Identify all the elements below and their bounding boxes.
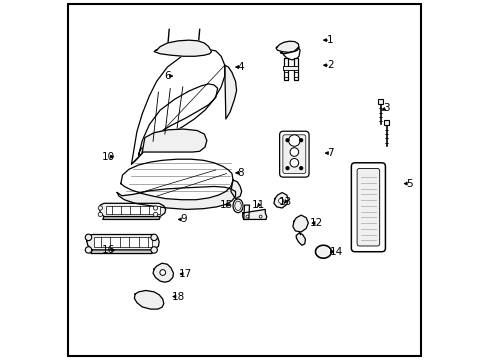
Text: 11: 11 <box>252 200 265 210</box>
FancyBboxPatch shape <box>383 120 388 125</box>
Circle shape <box>98 206 102 210</box>
FancyBboxPatch shape <box>378 99 383 104</box>
Text: 13: 13 <box>279 197 292 207</box>
Circle shape <box>299 167 302 170</box>
Text: 5: 5 <box>406 179 412 189</box>
Circle shape <box>289 158 298 167</box>
Polygon shape <box>134 291 163 309</box>
Ellipse shape <box>234 201 241 211</box>
FancyBboxPatch shape <box>284 58 287 80</box>
Polygon shape <box>153 263 173 282</box>
Polygon shape <box>296 233 305 245</box>
Text: 17: 17 <box>178 269 192 279</box>
FancyBboxPatch shape <box>94 237 152 247</box>
Polygon shape <box>154 40 211 56</box>
Polygon shape <box>99 203 165 217</box>
FancyBboxPatch shape <box>356 168 379 246</box>
Text: 2: 2 <box>326 60 333 70</box>
Polygon shape <box>117 186 235 210</box>
Polygon shape <box>242 210 266 220</box>
Circle shape <box>151 247 157 253</box>
Polygon shape <box>121 159 233 200</box>
Polygon shape <box>318 247 328 256</box>
Circle shape <box>288 135 300 146</box>
FancyBboxPatch shape <box>351 163 385 252</box>
Text: 8: 8 <box>237 168 244 178</box>
Text: 9: 9 <box>180 215 186 224</box>
Circle shape <box>160 270 165 275</box>
Polygon shape <box>91 250 153 253</box>
Circle shape <box>278 198 283 203</box>
Polygon shape <box>142 129 206 152</box>
Circle shape <box>245 215 248 218</box>
Polygon shape <box>244 205 249 220</box>
FancyBboxPatch shape <box>279 131 308 177</box>
Text: 3: 3 <box>382 103 388 113</box>
Circle shape <box>299 139 302 141</box>
Polygon shape <box>131 49 224 164</box>
Polygon shape <box>315 245 330 258</box>
Text: 7: 7 <box>326 148 333 158</box>
FancyBboxPatch shape <box>282 135 305 174</box>
Text: 4: 4 <box>237 62 244 72</box>
Text: 14: 14 <box>328 247 342 257</box>
Circle shape <box>153 212 158 217</box>
Text: 6: 6 <box>164 71 170 81</box>
Circle shape <box>285 167 288 170</box>
Text: 15: 15 <box>220 200 233 210</box>
Circle shape <box>289 148 298 156</box>
Text: 1: 1 <box>326 35 333 45</box>
Circle shape <box>259 215 262 218</box>
Circle shape <box>153 206 158 210</box>
Circle shape <box>151 234 157 240</box>
Polygon shape <box>86 234 159 250</box>
FancyBboxPatch shape <box>293 58 297 80</box>
Polygon shape <box>139 84 217 155</box>
Polygon shape <box>276 41 298 52</box>
Polygon shape <box>224 65 236 119</box>
Circle shape <box>85 247 92 253</box>
Circle shape <box>98 212 102 217</box>
Ellipse shape <box>233 199 243 213</box>
FancyBboxPatch shape <box>283 66 298 69</box>
Text: 18: 18 <box>171 292 184 302</box>
FancyBboxPatch shape <box>106 206 159 214</box>
Polygon shape <box>280 47 300 60</box>
Polygon shape <box>102 217 160 220</box>
Text: 10: 10 <box>102 152 115 162</box>
Text: 16: 16 <box>102 245 115 255</box>
Circle shape <box>85 234 92 240</box>
Polygon shape <box>292 215 308 232</box>
Polygon shape <box>273 193 287 208</box>
Text: 12: 12 <box>309 218 322 228</box>
Polygon shape <box>230 180 241 199</box>
Circle shape <box>285 139 288 141</box>
